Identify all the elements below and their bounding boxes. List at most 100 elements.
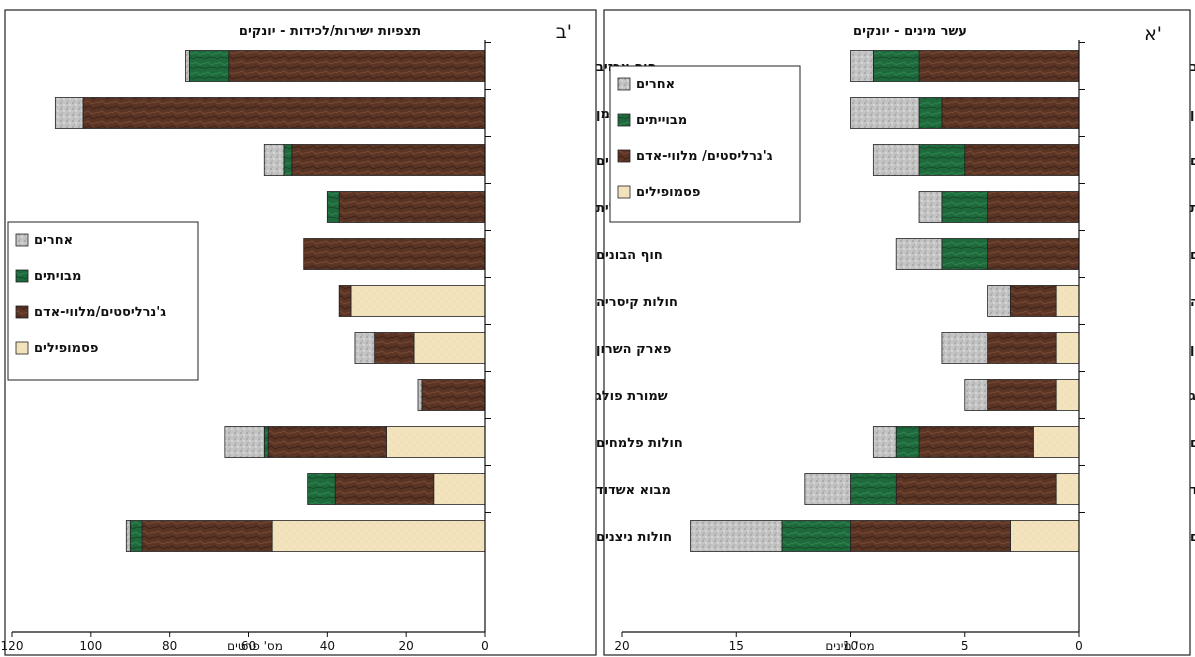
axes-group: 0 5 10 15 20 — [614, 40, 1085, 653]
category-label: חוף עתלית — [1190, 201, 1195, 216]
category-label: פארק השרון — [596, 342, 671, 357]
legend-box — [7, 221, 199, 381]
legend-label: פסמופילים — [34, 341, 98, 356]
chart-title: עשר מינים - יונקים — [853, 24, 967, 39]
bar-segment — [850, 473, 897, 505]
legend-swatch — [617, 185, 631, 199]
chart-title: תצפיות ישירות/לכידות - יונקים — [239, 24, 421, 39]
category-label: חולות פלמחים — [596, 436, 683, 451]
bar-segment — [188, 50, 230, 82]
legend-label: אחרים — [34, 233, 73, 248]
category-label: קריית-ים — [1190, 154, 1195, 169]
x-tick-label: 20 — [614, 639, 629, 653]
bar-segment — [987, 191, 1080, 223]
bar-segment — [987, 379, 1057, 411]
x-tick-label: 80 — [162, 639, 177, 653]
bar-segment — [987, 238, 1080, 270]
legend-label: ג'נרליסטים/מלווי-אדם — [34, 305, 166, 320]
bar-segment — [291, 144, 486, 176]
bar-segment — [185, 50, 190, 82]
category-label: חולות קיסריה — [1190, 295, 1195, 310]
category-label: חוף אכזיב — [1190, 60, 1195, 75]
bar-segment — [1055, 379, 1080, 411]
bar-segment — [850, 520, 1011, 552]
bar-segment — [1010, 285, 1057, 317]
axes-group: 0 20 40 60 80 100 120 — [1, 40, 491, 653]
bar-segment — [421, 379, 486, 411]
x-tick-label: 60 — [241, 639, 256, 653]
bar-segment — [303, 238, 486, 270]
bar-segment — [918, 191, 943, 223]
x-axis-label: מס' מינים — [825, 639, 874, 653]
bar-segment — [918, 97, 943, 129]
x-tick-label: 10 — [843, 639, 858, 653]
bar-segment — [350, 285, 486, 317]
category-label: שמורת פולג — [1190, 389, 1195, 404]
x-tick-label: 5 — [961, 639, 969, 653]
bar-segment — [964, 379, 989, 411]
legend-swatch — [617, 113, 631, 127]
x-tick-label: 120 — [1, 639, 24, 653]
bar-segment — [129, 520, 143, 552]
category-label: שמורת פולג — [596, 389, 668, 404]
bar-segment — [918, 144, 966, 176]
bar-segment — [54, 97, 84, 129]
category-label: חולות פלמחים — [1190, 436, 1195, 451]
bar-segment — [872, 144, 920, 176]
bar-segment — [895, 426, 920, 458]
bar-segment — [433, 473, 486, 505]
bar-segment — [338, 285, 352, 317]
x-tick-label: 40 — [320, 639, 335, 653]
bar-segment — [1032, 426, 1080, 458]
bar-segment — [334, 473, 435, 505]
bar-segment — [872, 426, 897, 458]
bar-segment — [1055, 285, 1080, 317]
bar-segment — [1055, 473, 1080, 505]
bar-segment — [413, 332, 486, 364]
bar-segment — [895, 238, 943, 270]
bar-segment — [267, 426, 387, 458]
legend-swatch — [15, 305, 29, 319]
bar-segment — [125, 520, 131, 552]
bar-segment — [918, 426, 1034, 458]
legend-swatch — [617, 149, 631, 163]
bar-segment — [918, 50, 1080, 82]
legend-swatch — [15, 269, 29, 283]
x-tick-label: 20 — [399, 639, 414, 653]
x-tick-label: 100 — [79, 639, 102, 653]
bar-segment — [224, 426, 265, 458]
bar-segment — [895, 473, 1057, 505]
bar-segment — [781, 520, 851, 552]
category-label: פארק השרון — [1190, 342, 1195, 357]
bar-segment — [82, 97, 486, 129]
category-label: חוף הבונים — [1190, 248, 1195, 263]
legend-label: מבויתים — [34, 269, 81, 284]
bar-segment — [263, 426, 269, 458]
bar-segment — [1010, 520, 1080, 552]
bar-segment — [690, 520, 783, 552]
bar-segment — [872, 50, 920, 82]
legend-label: מבוייתים — [636, 113, 687, 128]
category-label: מבוא אשדוד — [1190, 483, 1195, 498]
x-axis-label: מס' פרטים — [227, 639, 283, 653]
category-label: חולות ניצנים — [596, 530, 672, 545]
bar-segment — [804, 473, 851, 505]
panel-frame-left — [603, 9, 1191, 656]
bar-segment — [850, 97, 920, 129]
bar-segment — [263, 144, 285, 176]
bar-segment — [941, 191, 989, 223]
panel-letter: א' — [1144, 23, 1162, 45]
bar-segment — [354, 332, 376, 364]
bars-group: חוף אכזיב שפך הנעמן קריית-ים חוף עתלית חוף ה… — [690, 50, 1195, 552]
bar-segment — [941, 238, 989, 270]
bar-segment — [141, 520, 273, 552]
category-label: חולות קיסריה — [596, 295, 678, 310]
bar-segment — [271, 520, 486, 552]
legend: אחרים מבוייתים ג'נרליסטים/ מלווי-אדם פסמופי… — [609, 65, 801, 223]
panel-frame-right — [4, 9, 597, 656]
legend: אחרים מבויתים ג'נרליסטים/מלווי-אדם פסמופילי… — [7, 221, 199, 381]
bar-segment — [1055, 332, 1080, 364]
category-label: מבוא אשדוד — [596, 483, 671, 498]
panel-species-richness: א' עשר מינים - יונקים מס' מינים חוף אכזי… — [609, 23, 1195, 653]
